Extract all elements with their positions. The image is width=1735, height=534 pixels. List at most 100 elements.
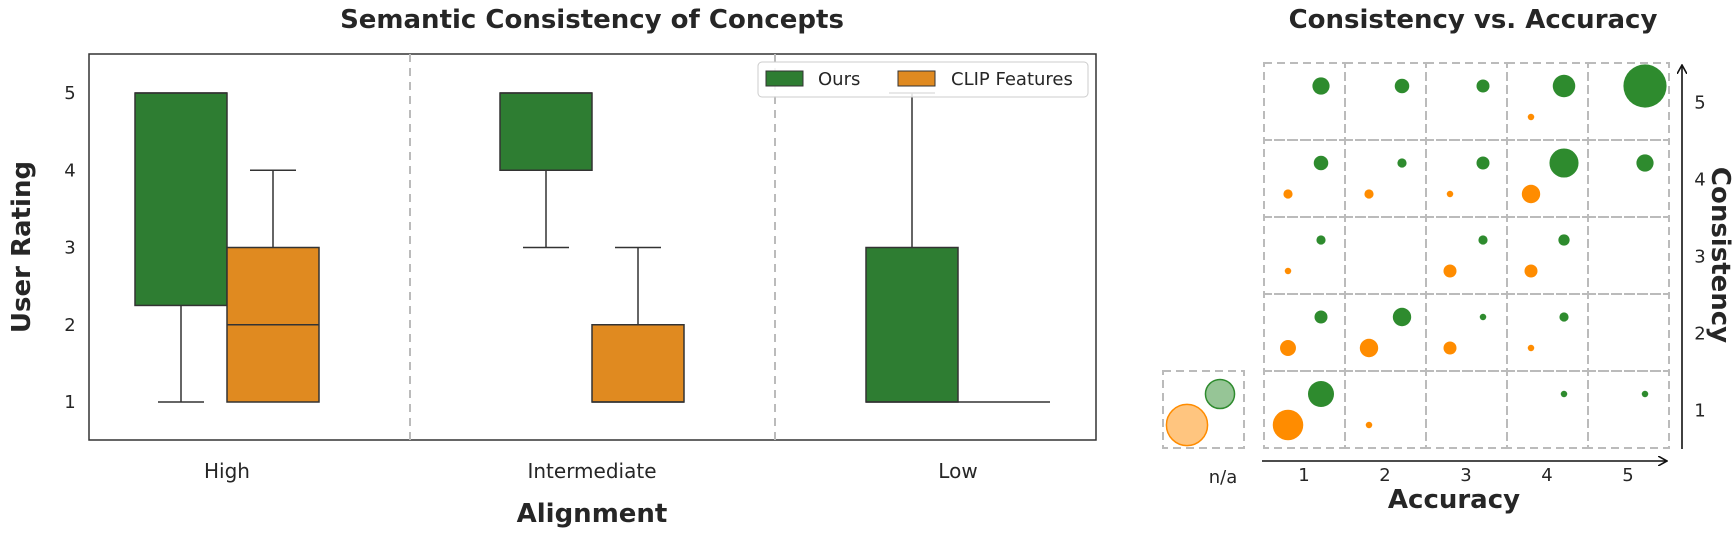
grid-cell-na [1162, 370, 1245, 449]
grid-cell [1263, 370, 1346, 449]
grid-cell [1263, 293, 1346, 372]
bubble-clip-features [1527, 113, 1535, 121]
grid-cell [1344, 293, 1427, 372]
bubble-ours [1478, 235, 1488, 245]
grid-cell [1344, 370, 1427, 449]
x-tick-label: 5 [1622, 465, 1633, 486]
y-tick-label: 5 [1694, 93, 1705, 114]
box-plot-title: Semantic Consistency of Concepts [340, 5, 844, 35]
box-body [499, 92, 593, 171]
x-tick-labels: n/a 1 2 3 4 5 [1209, 465, 1634, 488]
y-tick-label: 5 [64, 83, 75, 104]
x-tick-label: 1 [1298, 465, 1309, 486]
legend-label-clip-features: CLIP Features [951, 69, 1073, 90]
x-tick-labels: High Intermediate Low [204, 459, 978, 483]
bubble-clip-features [1446, 190, 1454, 198]
box-body [865, 246, 959, 403]
x-tick-label: 3 [1460, 465, 1471, 486]
x-axis-label: Accuracy [1388, 485, 1520, 515]
bubble-ours [1552, 74, 1576, 98]
y-tick-label: 1 [64, 392, 75, 413]
bubble-clip-features [1443, 341, 1457, 355]
bubble-ours [1394, 78, 1410, 94]
bubble-matrix-title: Consistency vs. Accuracy [1289, 5, 1658, 35]
x-tick-label-intermediate: Intermediate [527, 459, 656, 483]
box-body [134, 92, 228, 307]
grid-cell [1587, 139, 1670, 218]
bubble-ours [1641, 390, 1649, 398]
bubble-ours [1476, 156, 1490, 170]
x-tick-label-high: High [204, 459, 250, 483]
legend-swatch-ours [765, 70, 804, 87]
grid-cell [1344, 216, 1427, 295]
box-plot-frame [88, 53, 1097, 441]
bubble-ours [1560, 390, 1568, 398]
x-tick-label: 4 [1541, 465, 1552, 486]
bubble-ours [1476, 79, 1490, 93]
bubble-clip-features [1165, 403, 1209, 447]
grid-cell [1263, 216, 1346, 295]
bubble-ours [1312, 77, 1330, 95]
grid-cell [1587, 370, 1670, 449]
bubble-ours [1204, 378, 1236, 410]
legend-swatch-clip-features [897, 70, 936, 87]
bubbles [1165, 64, 1667, 447]
y-tick-label: 3 [1694, 247, 1705, 268]
bubble-ours [1314, 310, 1328, 324]
y-axis-label: User Rating [7, 161, 37, 333]
grid-cell [1506, 370, 1589, 449]
x-tick-label: n/a [1209, 467, 1238, 488]
box-plot-area [134, 54, 1050, 440]
y-tick-labels: 1 2 3 4 5 [64, 83, 75, 413]
legend: Ours CLIP Features [757, 61, 1089, 98]
grid-cell [1506, 139, 1589, 218]
grid-cell [1587, 216, 1670, 295]
y-axis-label: Consistency [1705, 167, 1735, 343]
bubble-grid [1162, 62, 1670, 449]
bubble-ours [1636, 154, 1654, 172]
grid-cell [1425, 62, 1508, 141]
x-axis-label: Alignment [517, 499, 668, 529]
bubble-ours [1549, 148, 1579, 178]
grid-cell [1425, 293, 1508, 372]
bubble-clip-features [1284, 267, 1292, 275]
bubble-clip-features [1521, 184, 1541, 204]
y-tick-labels: 1 2 3 4 5 [1694, 93, 1705, 422]
legend-label-ours: Ours [818, 69, 860, 90]
bubble-ours [1558, 234, 1570, 246]
y-tick-label: 3 [64, 238, 75, 259]
bubble-clip-features [1365, 421, 1373, 429]
grid-cell [1506, 293, 1589, 372]
bubble-ours [1559, 312, 1569, 322]
grid-cell [1263, 62, 1346, 141]
bubble-clip-features [1527, 344, 1535, 352]
bubble-clip-features [1524, 264, 1538, 278]
bubble-ours [1307, 380, 1335, 408]
grid-cell [1425, 139, 1508, 218]
y-tick-label: 4 [64, 160, 75, 181]
grid-cell [1263, 139, 1346, 218]
bubble-clip-features [1283, 189, 1293, 199]
grid-cell [1587, 293, 1670, 372]
grid-cell [1425, 370, 1508, 449]
box-ours-intermediate [499, 92, 593, 249]
bubble-clip-features [1272, 409, 1304, 441]
x-tick-label: 2 [1379, 465, 1390, 486]
box-plot-chart: Semantic Consistency of Concepts 1 2 3 4 5 H… [7, 5, 1097, 529]
grid-cell [1587, 62, 1670, 141]
bubble-ours [1313, 155, 1329, 171]
bubble-clip-features [1443, 264, 1457, 278]
bubble-ours [1623, 64, 1667, 108]
box-ours-high [134, 92, 228, 403]
grid-cell [1425, 216, 1508, 295]
y-tick-label: 4 [1694, 170, 1705, 191]
grid-cell [1506, 62, 1589, 141]
bubble-clip-features [1359, 338, 1379, 358]
box-body [591, 324, 685, 403]
grid-cell [1506, 216, 1589, 295]
x-tick-label-low: Low [938, 459, 977, 483]
y-tick-label: 2 [64, 315, 75, 336]
grid-cell [1344, 139, 1427, 218]
y-tick-label: 1 [1694, 401, 1705, 422]
